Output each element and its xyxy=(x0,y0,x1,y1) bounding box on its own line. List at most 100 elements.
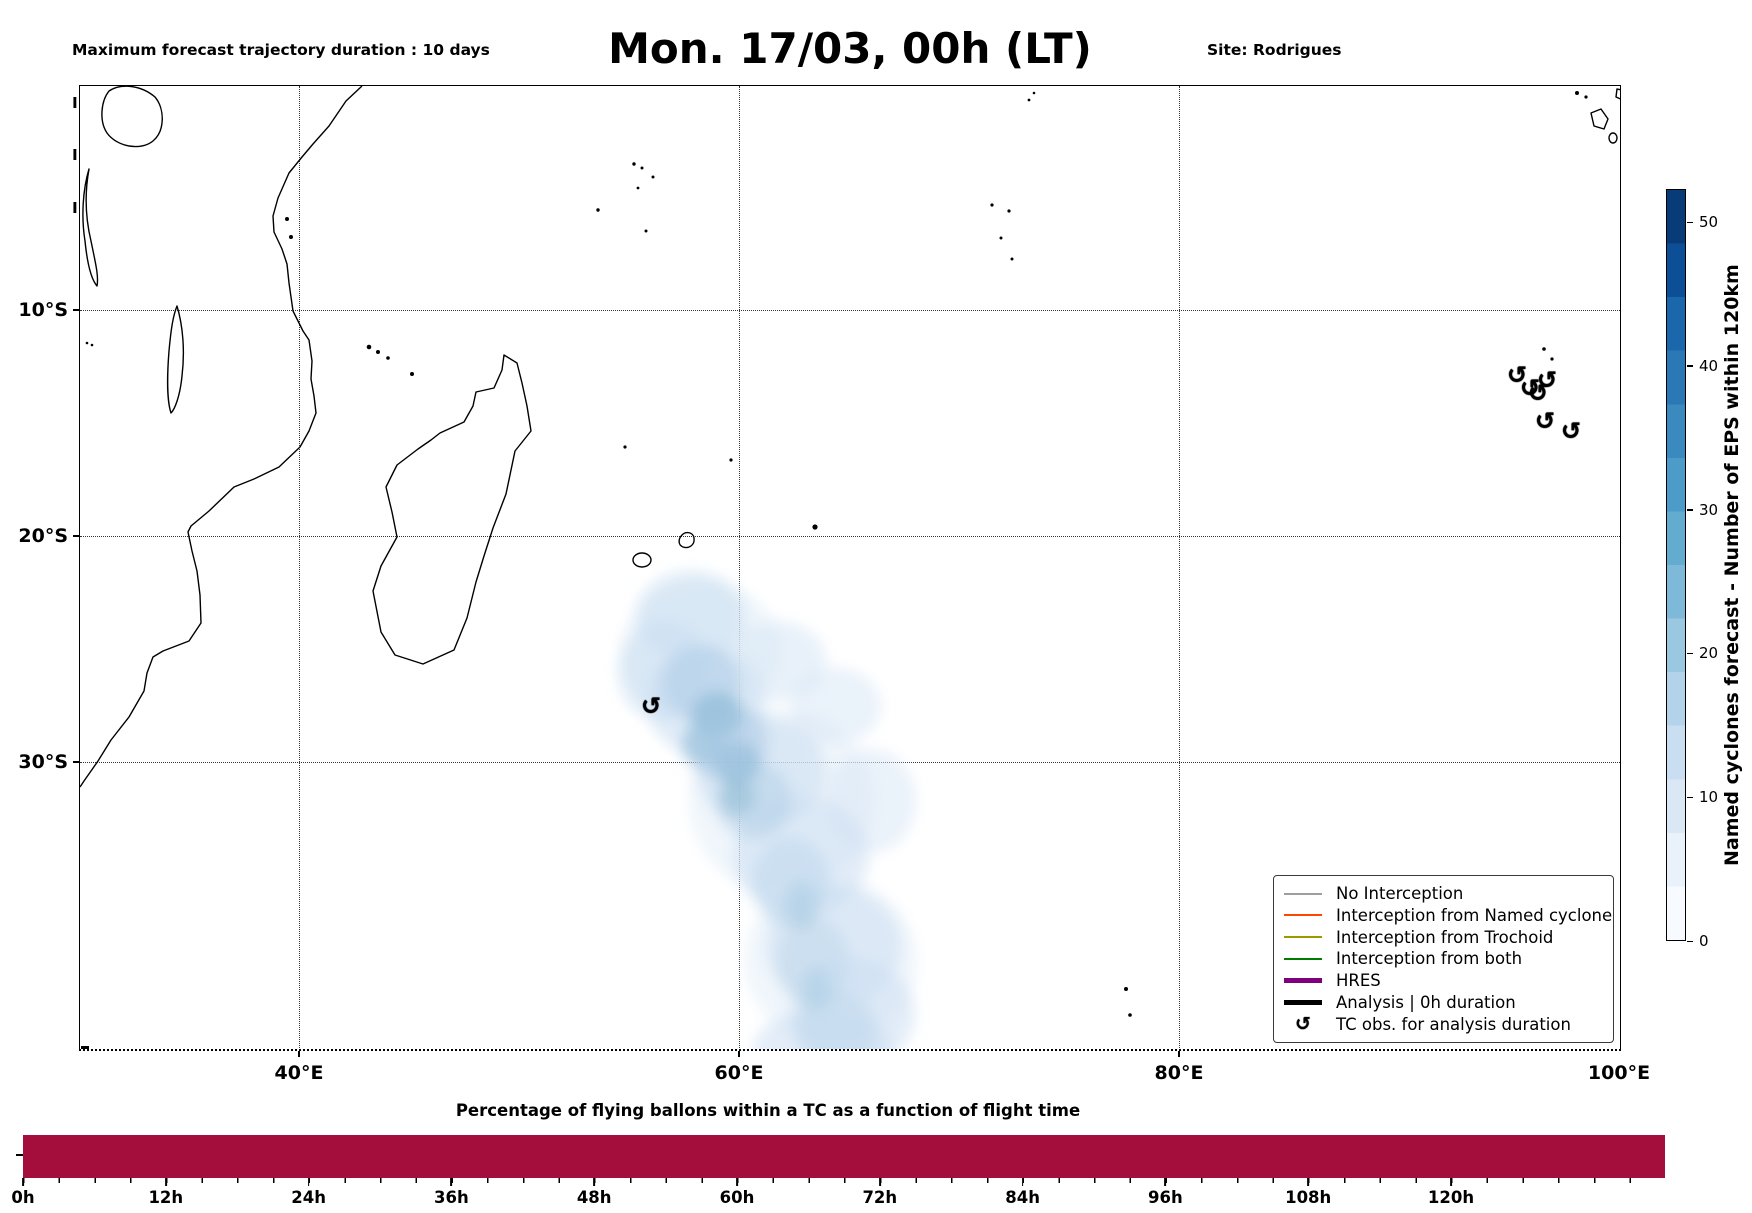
tc-obs-icon: ↺ xyxy=(1295,1013,1311,1036)
time-tickmark xyxy=(593,1178,596,1186)
legend-label: Interception from Trochoid xyxy=(1336,927,1554,947)
gridline-10s xyxy=(80,309,1620,311)
time-tickmark xyxy=(164,1178,167,1186)
map-legend: No Interception Interception from Named … xyxy=(1273,875,1614,1043)
coastlines xyxy=(80,86,1620,788)
legend-label: HRES xyxy=(1336,971,1381,991)
lake-victoria xyxy=(101,86,163,148)
colorbar xyxy=(1666,189,1686,941)
lon-tickmark xyxy=(738,1051,740,1057)
time-tickmark xyxy=(1164,1178,1167,1186)
lat-tickmark xyxy=(73,761,79,763)
colorbar-tickmark xyxy=(1687,221,1693,223)
legend-item: Interception from both xyxy=(1284,948,1603,969)
lon-tick-100e: 100°E xyxy=(1587,1062,1651,1084)
legend-label: Interception from Named cyclone xyxy=(1336,905,1613,925)
legend-item: ↺ TC obs. for analysis duration xyxy=(1284,1013,1603,1036)
reunion-island xyxy=(632,552,652,568)
time-tickmark xyxy=(450,1178,453,1186)
time-tick-label: 12h xyxy=(148,1188,184,1207)
eps-density-plume xyxy=(618,571,917,1049)
line-swatch xyxy=(1284,914,1322,917)
lat-tick-20s: 20°S xyxy=(18,525,68,547)
colorbar-label: Named cyclones forecast - Number of EPS … xyxy=(1721,264,1743,866)
sumatra-islet-2 xyxy=(1608,132,1618,144)
legend-label: Interception from both xyxy=(1336,949,1523,969)
legend-item: Interception from Trochoid xyxy=(1284,927,1603,948)
tc-obs-marker: ↺ xyxy=(1560,417,1582,446)
lon-tickmark xyxy=(298,1051,300,1057)
line-swatch xyxy=(1284,957,1322,960)
island-specks xyxy=(81,91,1588,1049)
line-swatch xyxy=(1284,936,1322,939)
time-tick-label: 72h xyxy=(862,1188,898,1207)
page-title: Mon. 17/03, 00h (LT) xyxy=(608,24,1092,73)
colorbar-tick-label: 10 xyxy=(1699,788,1719,807)
time-tickmark xyxy=(1307,1178,1310,1186)
lat-tickmark xyxy=(73,535,79,537)
corner-islet xyxy=(1615,88,1620,100)
legend-label: No Interception xyxy=(1336,884,1464,903)
legend-item: Analysis | 0h duration xyxy=(1284,992,1603,1013)
mauritius-island xyxy=(678,531,695,549)
lon-tick-40e: 40°E xyxy=(274,1062,324,1084)
lake-malawi xyxy=(166,305,185,414)
lat-tick-10s: 10°S xyxy=(18,299,68,321)
tc-obs-marker: ↺ xyxy=(1519,374,1541,403)
time-tick-label: 108h xyxy=(1285,1188,1332,1207)
madagascar-coast xyxy=(372,354,532,665)
bottom-chart-title: Percentage of flying ballons within a TC… xyxy=(455,1101,1081,1120)
tc-obs-marker: ↺ xyxy=(1527,379,1549,408)
tc-obs-marker: ↺ xyxy=(640,692,662,721)
time-tick-label: 36h xyxy=(434,1188,469,1207)
time-tickmark xyxy=(1021,1178,1024,1186)
colorbar-tickmark xyxy=(1687,652,1693,655)
time-tickmark xyxy=(22,1178,24,1186)
time-tickmark xyxy=(736,1178,738,1186)
lake-tanganyika xyxy=(82,168,99,287)
gridline-20s xyxy=(80,535,1620,537)
time-tick-label: 120h xyxy=(1427,1188,1475,1207)
site-line: Site: Rodrigues xyxy=(1207,41,1342,59)
line-swatch xyxy=(1284,892,1322,895)
map-canvas xyxy=(80,86,1620,1049)
colorbar-tick-label: 50 xyxy=(1699,213,1719,231)
time-tick-label: 84h xyxy=(1005,1188,1040,1207)
tc-obs-marker: ↺ xyxy=(1506,361,1528,390)
lon-tick-80e: 80°E xyxy=(1154,1062,1204,1084)
line-swatch xyxy=(1284,1000,1322,1006)
colorbar-tick-label: 20 xyxy=(1699,644,1719,663)
colorbar-tick-label: 30 xyxy=(1699,500,1719,519)
legend-item: Interception from Named cyclone xyxy=(1284,905,1612,926)
bottom-chart-y-tick xyxy=(16,1154,23,1156)
tc-obs-marker: ↺ xyxy=(1534,407,1556,436)
lat-tick-30s: 30°S xyxy=(18,751,68,773)
colorbar-tickmark xyxy=(1687,796,1693,799)
legend-label: Analysis | 0h duration xyxy=(1336,993,1516,1013)
time-tick-label: 0h xyxy=(11,1188,35,1207)
gridline-40e xyxy=(298,86,300,1049)
legend-item: HRES xyxy=(1284,970,1603,991)
param-line: Maximum forecast trajectory duration : 1… xyxy=(72,41,490,59)
gridline-60e xyxy=(738,86,740,1049)
gridline-80e xyxy=(1178,86,1180,1049)
time-tick-label: 60h xyxy=(719,1188,755,1207)
colorbar-tickmark xyxy=(1687,365,1693,367)
colorbar-tickmark xyxy=(1687,940,1693,942)
lat-tickmark xyxy=(73,309,79,311)
tc-obs-marker: ↺ xyxy=(1536,366,1558,395)
time-tick-label: 24h xyxy=(291,1188,326,1207)
lon-tick-60e: 60°E xyxy=(714,1062,764,1084)
time-tickmark xyxy=(878,1178,881,1186)
bottom-chart-minor-ticks xyxy=(23,1178,1665,1183)
time-tick-label: 96h xyxy=(1148,1188,1183,1207)
time-tickmark xyxy=(307,1178,310,1186)
legend-item: No Interception xyxy=(1284,883,1603,904)
legend-label: TC obs. for analysis duration xyxy=(1336,1014,1571,1034)
time-tick-label: 48h xyxy=(576,1188,612,1207)
colorbar-tick-label: 40 xyxy=(1699,356,1719,375)
lon-tickmark xyxy=(1178,1051,1180,1057)
colorbar-tick-label: 0 xyxy=(1699,932,1709,950)
time-tickmark xyxy=(1450,1178,1452,1186)
